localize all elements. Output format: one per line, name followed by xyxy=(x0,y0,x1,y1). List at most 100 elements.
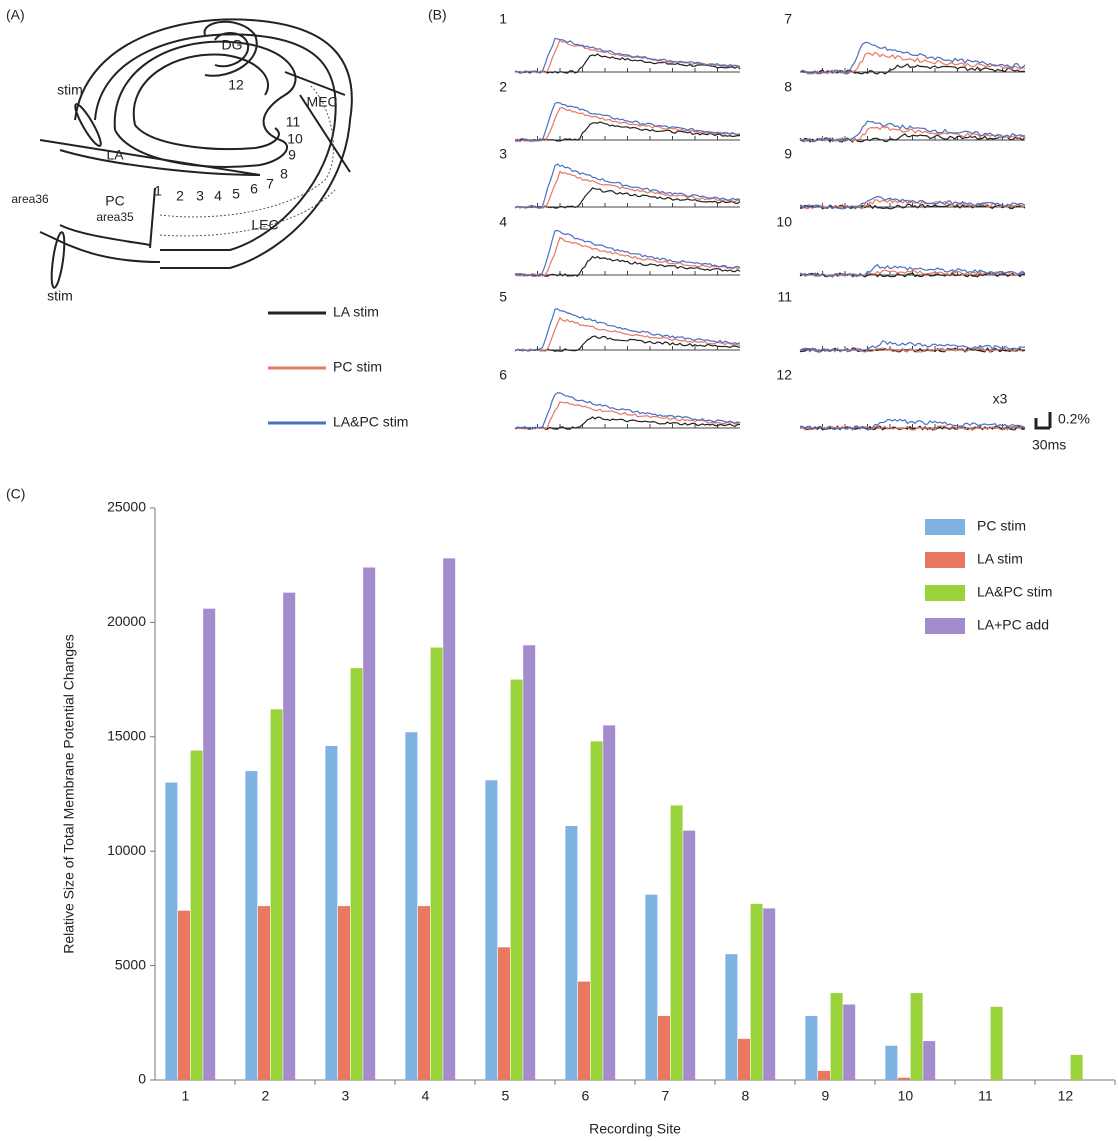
bar xyxy=(843,1004,855,1080)
x-axis-title: Recording Site xyxy=(589,1121,681,1137)
bar xyxy=(325,746,337,1080)
region-label: 11 xyxy=(286,114,301,130)
y-tick-label: 10000 xyxy=(107,842,146,858)
site-label: 7 xyxy=(784,11,792,27)
outline xyxy=(75,19,352,268)
site-label: 11 xyxy=(777,289,792,305)
bar xyxy=(165,783,177,1080)
bar xyxy=(405,732,417,1080)
region-label: DG xyxy=(222,37,243,53)
site-label: 6 xyxy=(250,181,258,197)
panel-a: (A) DG 12 stim LA MEC 11 10 9 area36 PC … xyxy=(6,7,352,304)
region-label: area35 xyxy=(96,210,134,224)
bar xyxy=(258,906,270,1080)
site-label: 6 xyxy=(499,367,507,383)
site-label: 7 xyxy=(266,176,274,192)
site-label: 4 xyxy=(499,214,507,230)
y-tick-label: 20000 xyxy=(107,613,146,629)
scale-label: 0.2% xyxy=(1058,411,1090,427)
site-label: 4 xyxy=(214,188,222,204)
bar xyxy=(191,751,203,1080)
site-label: 10 xyxy=(776,214,792,230)
region-label: 12 xyxy=(228,77,244,93)
bar xyxy=(751,904,763,1080)
x-tick-label: 5 xyxy=(502,1088,510,1104)
bar xyxy=(351,668,363,1080)
x-tick-label: 3 xyxy=(342,1088,350,1104)
bar xyxy=(645,895,657,1080)
legend-label: LA stim xyxy=(333,304,379,320)
bar xyxy=(578,982,590,1080)
legend-label: LA&PC stim xyxy=(977,584,1052,600)
site-label: 3 xyxy=(196,188,204,204)
x-tick-label: 7 xyxy=(662,1088,670,1104)
legend-swatch xyxy=(925,519,965,535)
site-label: 5 xyxy=(499,289,507,305)
bar xyxy=(923,1041,935,1080)
electrode xyxy=(49,232,67,289)
bar xyxy=(485,780,497,1080)
site-label: 5 xyxy=(232,186,240,202)
x-tick-label: 12 xyxy=(1058,1088,1074,1104)
bar xyxy=(178,911,190,1080)
y-tick-label: 5000 xyxy=(115,956,146,972)
bar xyxy=(658,1016,670,1080)
site-label: 2 xyxy=(499,79,507,95)
x-tick-label: 8 xyxy=(742,1088,750,1104)
bar xyxy=(911,993,923,1080)
bar xyxy=(763,908,775,1080)
legend-label: LA stim xyxy=(977,551,1023,567)
bar xyxy=(831,993,843,1080)
y-tick-label: 25000 xyxy=(107,499,146,515)
region-label: LEC xyxy=(251,217,278,233)
site-label: 12 xyxy=(776,367,792,383)
bar xyxy=(805,1016,817,1080)
bar xyxy=(565,826,577,1080)
legend-swatch xyxy=(925,618,965,634)
y-tick-label: 0 xyxy=(138,1071,146,1087)
site-label: 3 xyxy=(499,146,507,162)
site-label: 1 xyxy=(154,183,162,199)
panel-label: (A) xyxy=(6,7,25,23)
x-tick-label: 9 xyxy=(822,1088,830,1104)
gain-label: x3 xyxy=(993,391,1008,407)
stim-label: stim xyxy=(47,288,73,304)
bar xyxy=(671,805,683,1080)
region-label: 9 xyxy=(288,147,296,163)
bar xyxy=(523,645,535,1080)
trace xyxy=(515,238,740,277)
trace xyxy=(515,171,740,208)
panel-label: (C) xyxy=(6,486,25,502)
x-tick-label: 11 xyxy=(978,1088,993,1104)
x-tick-label: 10 xyxy=(898,1088,914,1104)
legend-label: PC stim xyxy=(977,518,1026,534)
bar xyxy=(603,725,615,1080)
stim-label: stim xyxy=(57,82,83,98)
bar xyxy=(443,558,455,1080)
bar xyxy=(203,609,215,1080)
legend-swatch xyxy=(925,552,965,568)
bar xyxy=(885,1046,897,1080)
bar xyxy=(898,1078,910,1080)
y-axis-title: Relative Size of Total Membrane Potentia… xyxy=(61,634,77,954)
bar xyxy=(683,831,695,1080)
region-label: PC xyxy=(105,193,124,209)
scale-bar xyxy=(1036,412,1050,428)
site-label: 9 xyxy=(784,146,792,162)
bar xyxy=(738,1039,750,1080)
scale-label: 30ms xyxy=(1032,437,1066,453)
region-label: area36 xyxy=(11,192,49,206)
bar xyxy=(271,709,283,1080)
x-tick-label: 2 xyxy=(262,1088,270,1104)
bar xyxy=(725,954,737,1080)
legend-label: LA&PC stim xyxy=(333,414,408,430)
bar xyxy=(498,947,510,1080)
site-label: 8 xyxy=(280,166,288,182)
bar xyxy=(991,1007,1003,1080)
legend-label: LA+PC add xyxy=(977,617,1049,633)
y-tick-label: 15000 xyxy=(107,728,146,744)
figure: (A) DG 12 stim LA MEC 11 10 9 area36 PC … xyxy=(0,0,1118,1141)
bar xyxy=(511,680,523,1080)
site-label: 1 xyxy=(499,11,507,27)
site-label: 2 xyxy=(176,188,184,204)
